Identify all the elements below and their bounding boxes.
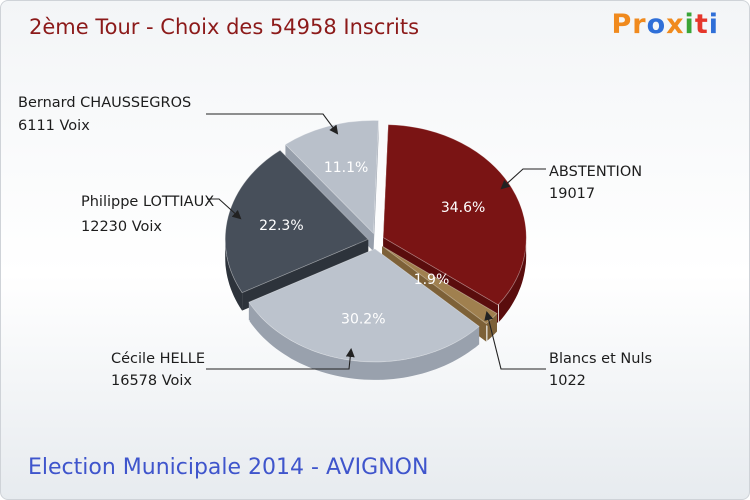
logo-letter: t	[694, 9, 709, 40]
leader-line	[206, 113, 339, 135]
leader-line	[207, 198, 242, 220]
callout-name: Bernard CHAUSSEGROS	[18, 95, 191, 111]
pie-slice	[382, 124, 527, 306]
pie-slices	[224, 120, 527, 363]
pie-slice-edge	[373, 120, 379, 252]
callout-value: 16578 Voix	[111, 373, 192, 389]
pie-callout-labels: ABSTENTION 19017 Blancs et Nuls 1022 Cécile …	[18, 95, 652, 389]
logo-letter: x	[666, 9, 685, 40]
proxiti-logo: Proxiti	[611, 9, 719, 40]
callout-value: 1022	[549, 373, 586, 389]
leader-line	[484, 311, 546, 370]
leader-line	[206, 348, 355, 370]
callout-value: 6111 Voix	[18, 118, 90, 134]
pie-leader-lines	[206, 113, 546, 370]
callout-name: ABSTENTION	[549, 164, 642, 180]
callout-name: Philippe LOTTIAUX	[81, 194, 214, 210]
chart-title: 2ème Tour - Choix des 54958 Inscrits	[29, 15, 420, 39]
logo-letter: o	[646, 9, 667, 40]
pie-slice	[224, 149, 369, 294]
logo-letter: P	[611, 9, 633, 40]
pie-percent-label: 34.6%	[441, 200, 485, 216]
pie-slice-side	[249, 303, 480, 380]
logo-letter: i	[684, 9, 695, 40]
pie-percent-label: 22.3%	[259, 218, 303, 234]
callout-value: 12230 Voix	[81, 219, 162, 235]
leader-line	[500, 168, 546, 190]
pie-percent-label: 11.1%	[324, 160, 368, 176]
pie-percent-label: 30.2%	[341, 311, 385, 327]
pie-percent-labels: 34.6% 1.9% 30.2% 22.3% 11.1%	[259, 160, 485, 328]
chart-subtitle: Election Municipale 2014 - AVIGNON	[28, 455, 429, 480]
callout-name: Cécile HELLE	[111, 351, 205, 367]
logo-letter: r	[632, 9, 647, 40]
pie-slice	[248, 248, 480, 363]
callout-value: 19017	[549, 186, 595, 202]
pie-slice-side	[498, 233, 527, 322]
pie-percent-label: 1.9%	[414, 272, 450, 288]
pie-slice-side	[225, 235, 243, 311]
callout-name: Blancs et Nuls	[549, 351, 652, 367]
logo-letter: i	[708, 9, 719, 40]
